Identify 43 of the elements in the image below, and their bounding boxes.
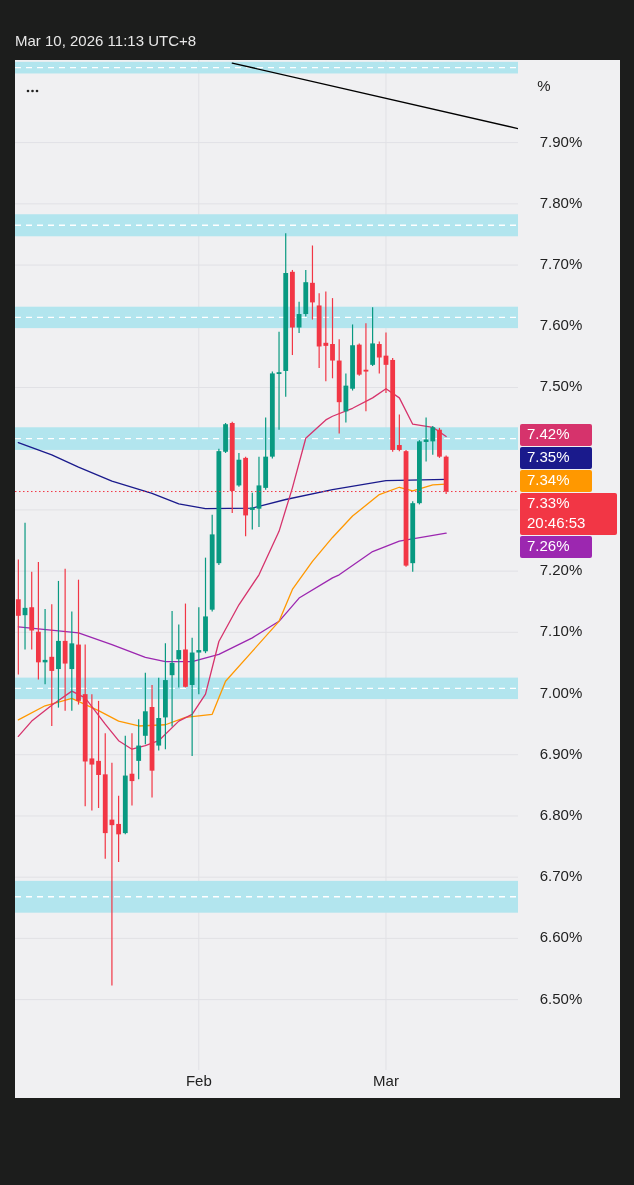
- candlestick: [116, 795, 122, 863]
- candlestick: [249, 492, 255, 531]
- candlestick: [310, 244, 315, 321]
- line-series: [17, 441, 447, 510]
- chart-subtitle: Mar 10, 2026 11:13 UTC+8: [15, 32, 197, 49]
- line-series: [17, 532, 447, 663]
- candlestick: [29, 571, 35, 651]
- candlestick: [15, 558, 21, 676]
- text: 7.26%: [527, 536, 570, 554]
- candlestick: [196, 606, 202, 695]
- y-tick-label: 7.00%: [539, 683, 583, 701]
- y-tick-label: 7.80%: [539, 193, 583, 211]
- y-tick-label: 7.90%: [539, 132, 583, 150]
- candlestick: [96, 700, 101, 809]
- y-tick-label: 7.10%: [539, 622, 583, 640]
- y-tick-label: 6.60%: [539, 928, 583, 946]
- y-tick-label: 6.90%: [539, 744, 583, 762]
- candlestick: [330, 297, 335, 379]
- candlestick: [49, 603, 55, 727]
- y-tick-label: 6.70%: [539, 867, 583, 885]
- candlestick: [62, 568, 68, 712]
- x-tick-label: Mar: [373, 1071, 399, 1089]
- text: 7.35%: [527, 447, 570, 465]
- y-tick-label: 7.50%: [539, 377, 583, 395]
- line-series: [17, 483, 447, 727]
- text: 7.42%: [527, 424, 570, 442]
- y-tick-label: 6.80%: [539, 805, 583, 823]
- line-series: [17, 388, 447, 750]
- y-axis-title: %: [537, 76, 551, 94]
- candlestick: [136, 718, 142, 780]
- text: 20:46:53: [527, 513, 586, 531]
- y-tick-label: 7.60%: [539, 316, 583, 334]
- candlestick: [176, 623, 182, 689]
- y-tick-label: 7.70%: [539, 255, 583, 273]
- y-tick-label: 7.20%: [539, 561, 583, 579]
- candlestick: [376, 340, 382, 375]
- candlestick: [396, 413, 402, 452]
- text: 7.34%: [527, 470, 570, 488]
- ref-line-label: 7.33%: [527, 493, 570, 511]
- candlestick: [370, 306, 376, 367]
- x-tick-label: Feb: [185, 1071, 212, 1089]
- y-tick-label: 6.50%: [539, 989, 583, 1007]
- candlestick: [430, 425, 436, 456]
